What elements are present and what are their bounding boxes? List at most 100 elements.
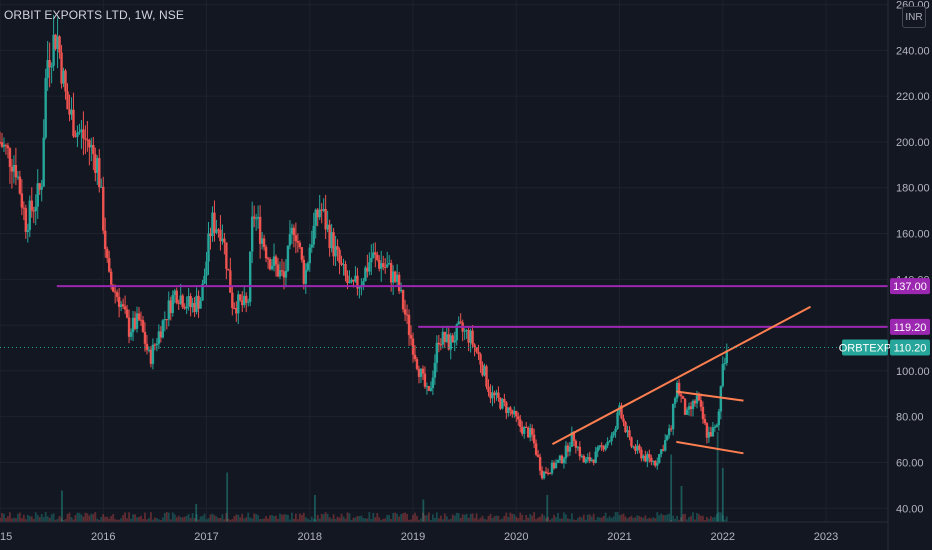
candle-body <box>433 362 437 378</box>
volume-bar <box>54 519 57 522</box>
volume-bar <box>644 515 647 522</box>
volume-bar <box>459 518 462 522</box>
candle-body <box>151 344 155 364</box>
candle-body <box>336 246 339 250</box>
candle-body <box>544 471 548 473</box>
volume-bar <box>435 512 438 522</box>
candle-body <box>576 446 580 448</box>
candle-body <box>515 410 518 417</box>
candle-body <box>505 402 508 413</box>
last-price-badge <box>890 339 930 356</box>
candle-body <box>272 256 276 266</box>
volume-bar <box>161 517 164 522</box>
candle-body <box>0 141 2 143</box>
volume-bar <box>314 519 317 522</box>
currency-button[interactable]: INR <box>902 6 926 28</box>
volume-bar <box>706 517 708 522</box>
candle-body <box>562 458 566 464</box>
candle-body <box>594 451 597 463</box>
candle-body <box>6 145 10 149</box>
candle-body <box>250 216 254 252</box>
candle-body <box>18 176 22 194</box>
volume-bar <box>376 513 379 522</box>
candle-body <box>646 454 649 462</box>
candle-body <box>380 263 383 269</box>
candle-body <box>237 294 240 314</box>
candle-body <box>669 428 673 430</box>
candle-body <box>304 270 307 284</box>
candle-body <box>10 166 14 172</box>
candle-body <box>642 455 645 459</box>
candle-body <box>673 398 677 404</box>
candle-body <box>165 319 168 321</box>
candle-body <box>513 410 516 415</box>
candle-body <box>437 342 441 345</box>
candle-body <box>197 295 200 309</box>
candle-body <box>695 395 699 404</box>
volume-bar <box>257 515 260 522</box>
volume-bar <box>721 515 724 522</box>
candle-body <box>229 270 232 293</box>
volume-bar <box>50 514 53 522</box>
volume-bar <box>586 514 589 522</box>
candle-body <box>213 212 216 233</box>
volume-bar <box>702 515 704 522</box>
volume-bar <box>709 516 712 522</box>
candle-body <box>519 419 522 427</box>
candle-body <box>330 232 333 249</box>
volume-bar <box>455 512 458 522</box>
y-tick-label: 180.00 <box>896 183 930 195</box>
volume-bar <box>493 516 496 522</box>
volume-bar <box>328 517 331 522</box>
trend-lines <box>551 305 812 455</box>
candle-body <box>258 216 262 244</box>
volume-spike <box>226 472 229 522</box>
volume-bar <box>251 518 254 522</box>
volume-bar <box>501 518 504 522</box>
volume-bar <box>134 514 136 522</box>
volume-bar <box>527 517 530 522</box>
candle-body <box>306 263 309 271</box>
candle-body <box>604 445 607 450</box>
volume-bar <box>275 515 277 522</box>
candle-body <box>536 454 540 457</box>
candle-body <box>685 409 689 415</box>
volume-bar <box>477 519 480 522</box>
candle-body <box>266 258 270 260</box>
volume-bar <box>561 518 563 522</box>
volume-bar <box>104 516 107 522</box>
volume-bar <box>580 517 583 522</box>
candle-body <box>632 446 635 448</box>
volume-bar <box>364 518 367 522</box>
candle-body <box>364 267 367 282</box>
candle-body <box>338 249 341 263</box>
volume-bar <box>38 517 41 522</box>
volume-bar <box>157 519 160 522</box>
candle-body <box>22 207 26 209</box>
volume-bar <box>229 519 232 522</box>
volume-bar <box>128 512 130 522</box>
candle-body <box>509 407 512 411</box>
candle-body <box>161 320 165 338</box>
candle-body <box>36 183 39 207</box>
candle-body <box>715 425 719 427</box>
candle-body <box>707 431 711 438</box>
volume-bar <box>199 516 202 522</box>
candle-body <box>687 406 691 410</box>
candle-body <box>233 308 236 310</box>
volume-bar <box>457 513 460 522</box>
volume-bar <box>505 512 508 522</box>
volume-bar <box>153 517 156 522</box>
candle-body <box>703 419 707 424</box>
candle-body <box>481 364 484 376</box>
candle-body <box>721 364 724 387</box>
candle-body <box>350 279 353 282</box>
volume-bar <box>94 512 97 522</box>
volume-bar <box>568 519 571 522</box>
volume-bar <box>479 517 482 522</box>
candle-body <box>185 306 188 309</box>
volume-bar <box>461 514 464 522</box>
candle-body <box>96 158 99 173</box>
volume-bar <box>473 518 476 522</box>
